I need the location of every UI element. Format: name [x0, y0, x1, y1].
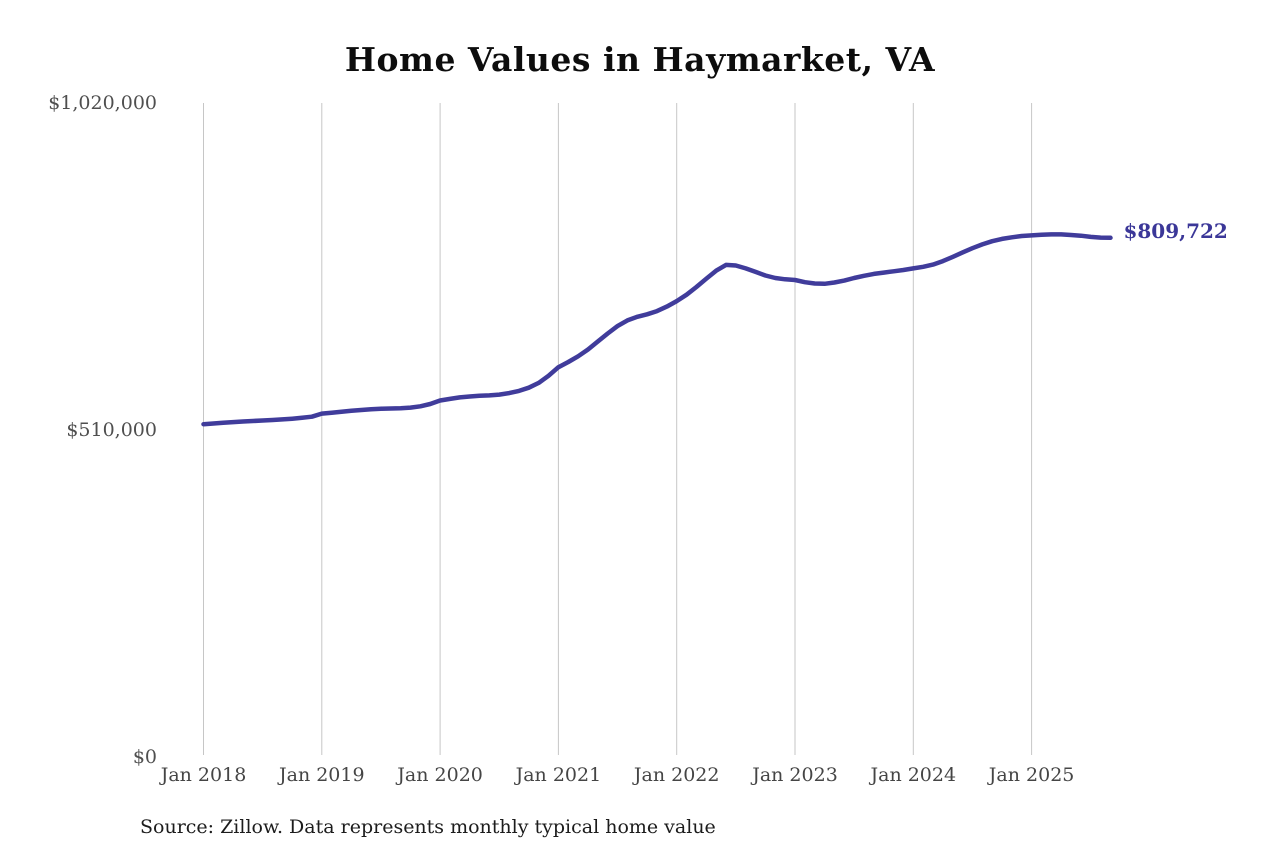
y-tick-label: $510,000 [66, 419, 157, 441]
y-tick-label: $1,020,000 [48, 92, 157, 114]
home-value-line [201, 232, 1113, 427]
y-tick-label: $0 [132, 746, 157, 768]
x-tick-label: Jan 2025 [988, 764, 1075, 786]
source-note: Source: Zillow. Data represents monthly … [140, 816, 716, 838]
x-tick-label: Jan 2018 [160, 764, 247, 786]
x-tick-label: Jan 2023 [752, 764, 838, 786]
current-value-label: $809,722 [1123, 218, 1228, 243]
x-tick-label: Jan 2020 [397, 764, 483, 786]
x-tick-label: Jan 2022 [633, 764, 720, 786]
x-tick-label: Jan 2019 [279, 764, 365, 786]
x-tick-label: Jan 2021 [515, 764, 602, 786]
chart-title: Home Values in Haymarket, VA [344, 40, 936, 79]
x-tick-label: Jan 2024 [870, 764, 957, 786]
